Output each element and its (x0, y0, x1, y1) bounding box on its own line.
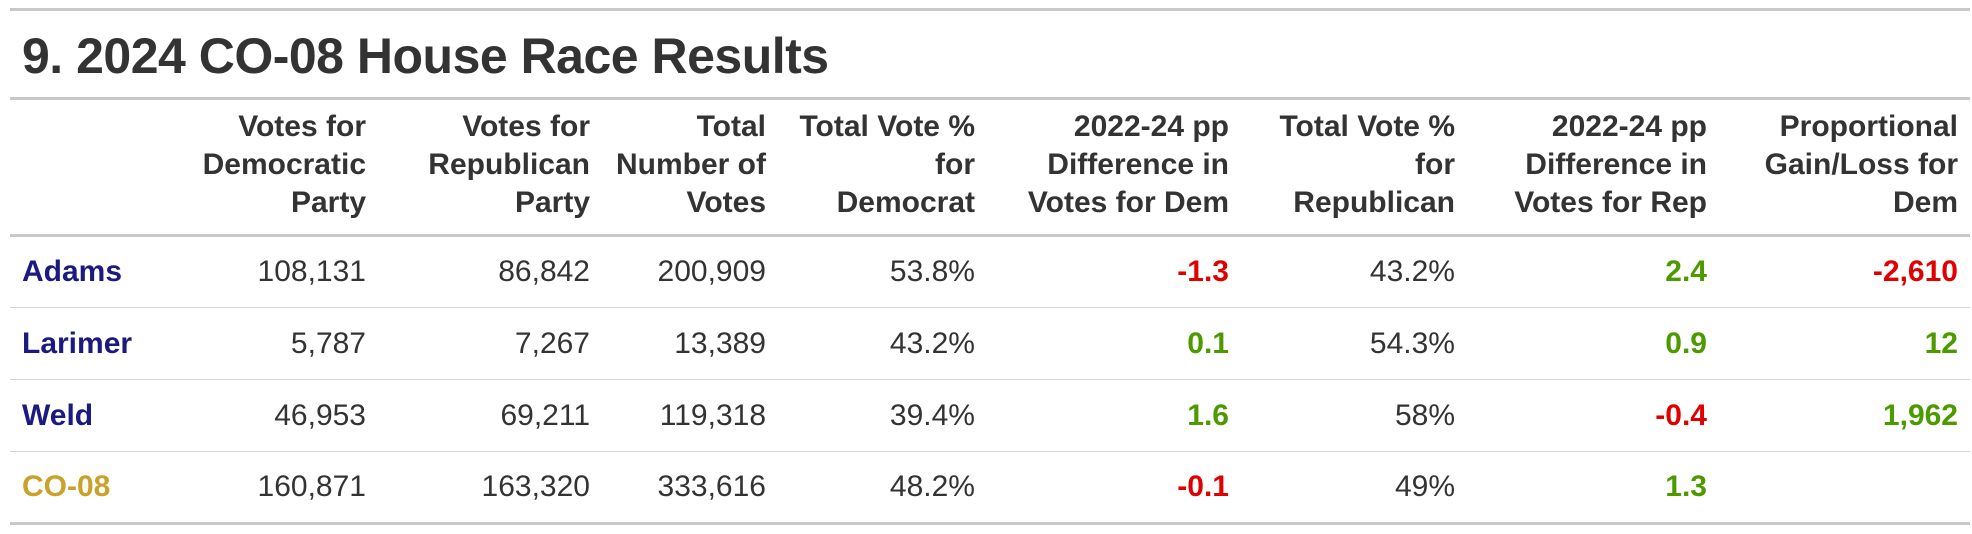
header-dem-votes: Votes for Democratic Party (202, 110, 366, 219)
cell-dem-gain-loss: 1,962 (1882, 398, 1958, 432)
cell-dem-diff: 1.6 (1187, 398, 1229, 432)
header-rep-votes: Votes for Republican Party (428, 110, 590, 219)
header-total-votes: Total Number of Votes (616, 110, 766, 219)
row-label: Weld (22, 398, 94, 432)
header-dem-gain-loss: Proportional Gain/Loss for Dem (1764, 110, 1958, 219)
cell-rep-votes: 69,211 (500, 398, 590, 432)
cell-rep-votes: 163,320 (481, 470, 590, 503)
cell-rep-votes: 7,267 (514, 326, 590, 360)
cell-dem-pct: 43.2% (889, 326, 975, 360)
header-row: Votes for Democratic Party Votes for Rep… (10, 98, 1970, 236)
table-title: 9. 2024 CO-08 House Race Results (22, 28, 829, 84)
cell-dem-pct: 48.2% (889, 470, 975, 503)
cell-dem-gain-loss: 12 (1924, 326, 1958, 360)
cell-rep-pct: 43.2% (1369, 255, 1455, 288)
header-dem-diff: 2022-24 pp Difference in Votes for Dem (1027, 110, 1229, 219)
cell-rep-pct: 58% (1394, 398, 1455, 432)
cell-rep-pct: 54.3% (1369, 326, 1455, 360)
table-row: CO-08 160,871 163,320 333,616 48.2% -0.1 49% 1.… (10, 452, 1970, 524)
table-row: Larimer 5,787 7,267 13,389 43.2% 0.1 54.3% 0.9 1… (10, 308, 1970, 380)
cell-total-votes: 119,318 (659, 398, 766, 432)
cell-dem-votes: 5,787 (290, 326, 366, 360)
cell-total-votes: 13,389 (674, 326, 766, 360)
header-dem-pct: Total Vote % for Democrat (799, 110, 975, 219)
table-body: Adams 108,131 86,842 200,909 53.8% -1.3 43.2% 2… (10, 236, 1970, 524)
table-header: Votes for Democratic Party Votes for Rep… (10, 98, 1970, 236)
cell-rep-diff: 1.3 (1665, 470, 1707, 503)
header-rep-pct: Total Vote % for Republican (1279, 110, 1455, 219)
cell-dem-diff: -0.1 (1177, 470, 1229, 503)
cell-dem-votes: 160,871 (257, 470, 366, 503)
cell-dem-diff: -1.3 (1177, 255, 1229, 288)
table-row: Weld 46,953 69,211 119,318 39.4% 1.6 58% -0.4 1,… (10, 380, 1970, 452)
cell-dem-votes: 108,131 (257, 255, 366, 288)
header-rep-diff: 2022-24 pp Difference in Votes for Rep (1514, 110, 1707, 219)
table-figure: 9. 2024 CO-08 House Race Results Votes f… (10, 8, 1970, 525)
cell-rep-diff: 2.4 (1665, 255, 1707, 288)
cell-rep-pct: 49% (1394, 470, 1455, 503)
cell-rep-diff: -0.4 (1655, 398, 1707, 432)
cell-dem-votes: 46,953 (274, 398, 366, 432)
cell-dem-pct: 39.4% (889, 398, 975, 432)
row-label: Larimer (22, 326, 133, 360)
results-table: Votes for Democratic Party Votes for Rep… (10, 97, 1970, 525)
cell-rep-diff: 0.9 (1665, 326, 1707, 360)
header-county (10, 99, 178, 236)
top-rule (10, 8, 1970, 11)
table-row: Adams 108,131 86,842 200,909 53.8% -1.3 43.2% 2… (10, 236, 1970, 308)
cell-dem-gain-loss (1719, 452, 1970, 524)
row-label: Adams (22, 255, 123, 288)
row-label: CO-08 (22, 470, 111, 503)
cell-dem-diff: 0.1 (1187, 326, 1229, 360)
cell-dem-pct: 53.8% (889, 255, 975, 288)
cell-total-votes: 333,616 (657, 470, 766, 503)
cell-rep-votes: 86,842 (498, 255, 590, 288)
cell-dem-gain-loss: -2,610 (1872, 255, 1958, 288)
cell-total-votes: 200,909 (657, 255, 766, 288)
